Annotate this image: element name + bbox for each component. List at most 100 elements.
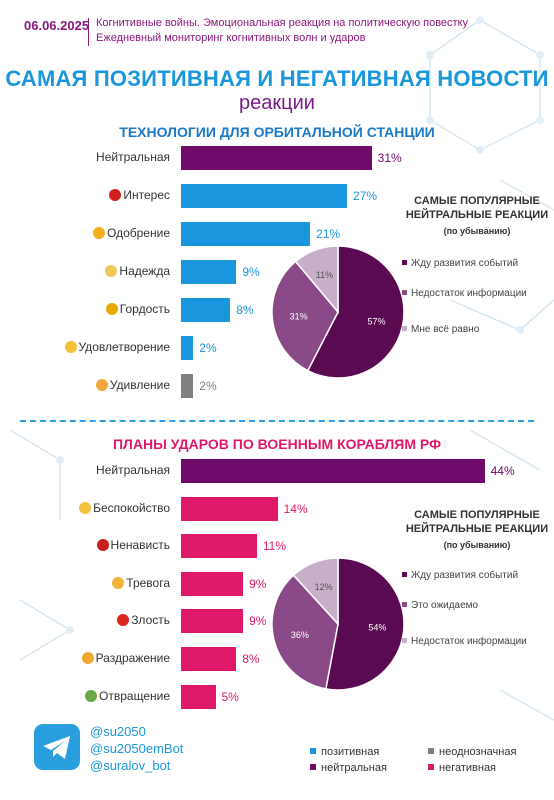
pie-legend-item: Недостаток информации [402,288,532,300]
bar-category-label: Злость [117,613,170,627]
bar-category-text: Тревога [126,575,170,590]
pie-legend-label: Недостаток информации [411,288,527,299]
subtitle-line-2: Ежедневный мониторинг когнитивных волн и… [96,32,366,44]
bar-category-label: Раздражение [81,651,170,665]
bar-value-label: 2% [199,379,217,393]
bar-category-label: Отвращение [85,689,170,703]
exclamation-question-icon [109,189,122,201]
bar-category-text: Удивление [109,378,170,392]
bar-value-label: 2% [199,341,217,355]
pie-legend-swatch [402,290,407,295]
angry-face-icon [117,614,130,627]
bar-value-label: 9% [249,614,267,629]
subtitle-line-1: Когнитивные войны. Эмоциональная реакция… [96,17,469,29]
relieved-face-icon [64,341,77,353]
bar-category-label: Нейтральная [96,463,170,477]
handle-link-3[interactable]: @suralov_bot [90,758,171,773]
bar [181,647,237,671]
legend-neutral-label: нейтральная [321,762,387,774]
bar-category-label: Интерес [109,188,170,202]
pie-legend-label: Мне всё равно [411,324,480,335]
pie-legend-item: Недостаток информации [402,636,532,648]
worried-face-icon [112,576,125,589]
telegram-plane-icon [43,736,70,759]
section-title-warship-strikes: ПЛАНЫ УДАРОВ ПО ВОЕННЫМ КОРАБЛЯМ РФ [112,436,442,452]
telegram-logo[interactable] [34,724,80,770]
legend-neutral: нейтральная [310,762,387,774]
section-divider [20,420,534,422]
pie2-title: САМЫЕ ПОПУЛЯРНЫЕ НЕЙТРАЛЬНЫЕ РЕАКЦИИ [405,509,549,535]
bar-category-label: Надежда [105,264,170,278]
bar [181,146,372,170]
pie-slice-label: 36% [291,630,309,640]
bar-value-label: 9% [249,576,267,591]
pie-legend-swatch [402,602,407,607]
legend-positive-swatch [310,748,316,754]
pie-slice [292,557,339,626]
pie-legend-label: Это ожидаемо [411,600,479,611]
bar-value-label: 14% [283,501,308,516]
bar-category-label: Ненависть [96,538,170,553]
bar-category-text: Удовлетворение [78,340,171,354]
bar-category-text: Нейтральная [96,150,170,164]
legend-ambiguous: неоднозначная [428,746,516,758]
bar [181,534,257,559]
pie-legend-item: Жду развития событий [402,258,532,270]
bar-category-text: Отвращение [99,688,170,703]
bar-category-text: Одобрение [107,226,170,240]
bar-category-text: Надежда [119,264,170,278]
pie-slice-label: 11% [316,270,333,280]
report-subtitle: Когнитивные войны. Эмоциональная реакция… [96,16,468,46]
bar-category-label: Беспокойство [79,501,170,515]
bar-value-label: 11% [262,539,287,554]
bar [181,571,244,596]
pie-legend-label: Недостаток информации [411,636,527,647]
pie-slice [294,245,339,315]
legend-ambiguous-swatch [428,748,434,754]
nauseated-face-icon [85,689,98,702]
legend-negative-label: негативная [439,762,497,774]
legend-ambiguous-label: неоднозначная [439,746,517,758]
bar-category-text: Интерес [123,188,170,202]
handle-link-1[interactable]: @su2050 [90,724,146,739]
trophy-icon [105,303,118,315]
pie-slice-label: 54% [368,623,386,633]
pie-slice [271,260,339,372]
pie-slice [324,557,405,691]
bar-category-label: Гордость [105,302,170,316]
bar-category-text: Беспокойство [93,500,170,515]
bar-category-text: Нейтральная [96,463,170,477]
bar [181,684,216,709]
annoyed-face-icon [81,652,94,664]
pie-legend-swatch [402,260,407,265]
legend-negative-swatch [428,764,434,770]
bar-value-label: 27% [353,189,378,203]
bar-category-label: Нейтральная [96,150,170,164]
bar-value-label: 44% [490,464,515,478]
handshake-icon [93,227,106,239]
bar [181,298,231,322]
pie-legend-label: Жду развития событий [411,258,519,269]
pie-legend-item: Это ожидаемо [402,600,532,612]
legend-positive-label: позитивная [321,746,380,758]
bar-category-label: Удовлетворение [64,340,171,354]
pie-slice-label: 31% [290,311,308,321]
bar [181,222,311,246]
pie-legend-swatch [402,572,407,577]
legend-neutral-swatch [310,764,316,770]
bar [181,336,194,360]
bar-value-label: 8% [242,652,260,666]
bar-category-label: Одобрение [93,226,170,240]
bar [181,184,348,208]
bar [181,609,244,634]
bar-value-label: 31% [377,151,402,165]
bar-category-label: Удивление [95,378,170,392]
bar-value-label: 21% [316,227,341,241]
legend-positive: позитивная [310,746,379,758]
handle-link-2[interactable]: @su2050emBot [90,741,184,756]
bar-value-label: 5% [221,689,239,704]
bar-category-text: Ненависть [110,538,170,553]
report-date: 06.06.2025 [24,18,90,33]
